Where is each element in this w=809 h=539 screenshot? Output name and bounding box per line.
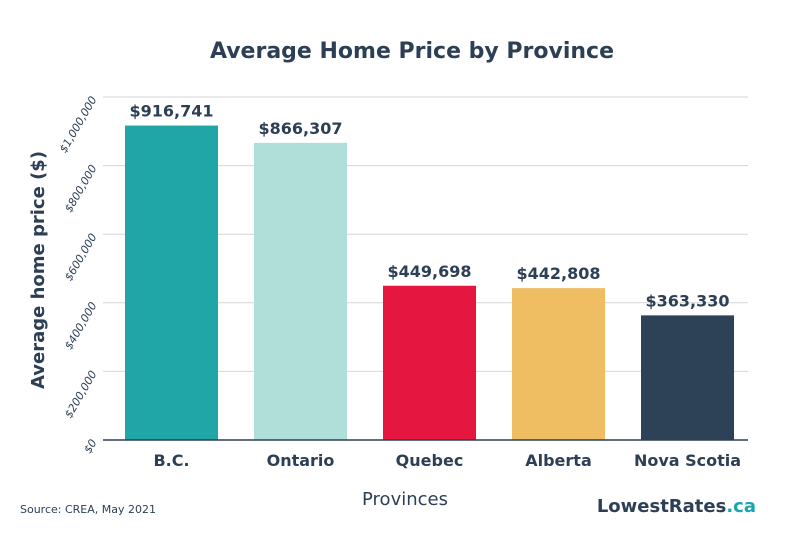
data-label: $449,698 bbox=[387, 262, 471, 281]
brand-tld: .ca bbox=[726, 496, 756, 517]
data-label: $916,741 bbox=[129, 102, 213, 121]
data-label: $866,307 bbox=[258, 119, 342, 138]
source-note: Source: CREA, May 2021 bbox=[20, 503, 156, 516]
x-tick-label: B.C. bbox=[153, 451, 189, 470]
data-labels: $916,741 $866,307 $449,698 $442,808 $363,330 bbox=[129, 102, 729, 311]
y-tick-label: $200,000 bbox=[62, 368, 100, 420]
brand-logo: LowestRates.ca bbox=[597, 496, 756, 517]
bar-b-c bbox=[125, 125, 218, 441]
brand-name: LowestRates bbox=[597, 496, 727, 517]
y-tick-label: $0 bbox=[81, 437, 99, 456]
x-axis-ticks: B.C. Ontario Quebec Alberta Nova Scotia bbox=[153, 451, 741, 470]
bar-alberta bbox=[512, 288, 605, 440]
chart-title: Average Home Price by Province bbox=[210, 39, 614, 64]
bar-ontario bbox=[254, 142, 347, 441]
data-label: $363,330 bbox=[645, 291, 729, 310]
y-tick-label: $400,000 bbox=[62, 300, 100, 352]
bars bbox=[125, 125, 734, 441]
x-axis-label: Provinces bbox=[362, 489, 448, 510]
data-label: $442,808 bbox=[516, 264, 600, 283]
bar-quebec bbox=[383, 285, 476, 440]
y-axis-ticks: $0 $200,000 $400,000 $600,000 $800,000 $1,000… bbox=[57, 94, 100, 456]
y-tick-label: $800,000 bbox=[62, 163, 100, 215]
x-tick-label: Ontario bbox=[267, 451, 335, 470]
x-tick-label: Quebec bbox=[396, 451, 464, 470]
bar-nova-scotia bbox=[641, 315, 734, 440]
y-tick-label: $1,000,000 bbox=[57, 94, 100, 155]
x-tick-label: Nova Scotia bbox=[634, 451, 741, 470]
x-tick-label: Alberta bbox=[525, 451, 592, 470]
y-axis-label: Average home price ($) bbox=[28, 151, 49, 389]
y-tick-label: $600,000 bbox=[62, 231, 100, 283]
